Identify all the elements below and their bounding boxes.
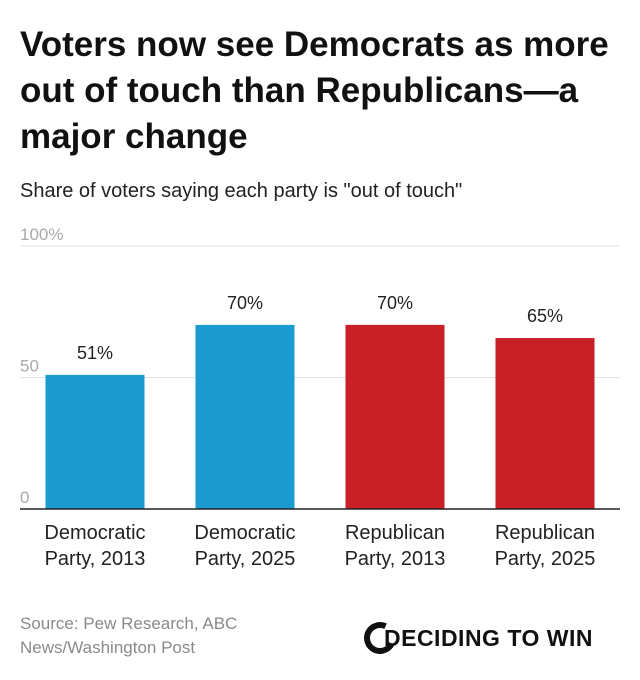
bar-4 xyxy=(495,338,595,509)
category-label-line: Republican xyxy=(495,522,595,544)
category-label-3: Republican Party, 2013 xyxy=(345,522,446,570)
category-label-line: Democratic xyxy=(194,522,295,544)
value-label-2: 70% xyxy=(227,293,263,313)
source-note: Source: Pew Research, ABC News/Washingto… xyxy=(20,614,238,657)
bar-2 xyxy=(195,324,295,509)
category-label-line: Party, 2025 xyxy=(195,548,296,570)
category-label-4: Republican Party, 2025 xyxy=(495,522,596,570)
category-label-line: Democratic xyxy=(44,522,145,544)
category-label-line: Republican xyxy=(345,522,445,544)
value-label-1: 51% xyxy=(77,343,113,363)
chart-subtitle: Share of voters saying each party is "ou… xyxy=(20,180,463,202)
logo-text: DECIDING TO WIN xyxy=(384,624,593,651)
bar-1 xyxy=(45,374,145,509)
category-label-line: Party, 2013 xyxy=(345,548,446,570)
value-label-3: 70% xyxy=(377,293,413,313)
bar-chart: 0 50 100% 51% Democratic Party, 2013 70% Democr… xyxy=(20,225,620,570)
y-tick-label-100: 100% xyxy=(20,225,63,244)
chart-title: Voters now see Democrats as more out of … xyxy=(20,25,609,156)
category-label-1: Democratic Party, 2013 xyxy=(44,522,145,570)
category-label-line: Party, 2013 xyxy=(45,548,146,570)
y-tick-label-0: 0 xyxy=(20,488,29,507)
deciding-to-win-logo: DECIDING TO WIN xyxy=(359,616,593,660)
category-label-2: Democratic Party, 2025 xyxy=(194,522,295,570)
value-label-4: 65% xyxy=(527,306,563,326)
bar-3 xyxy=(345,324,445,509)
y-tick-label-50: 50 xyxy=(20,357,39,376)
category-label-line: Party, 2025 xyxy=(495,548,596,570)
